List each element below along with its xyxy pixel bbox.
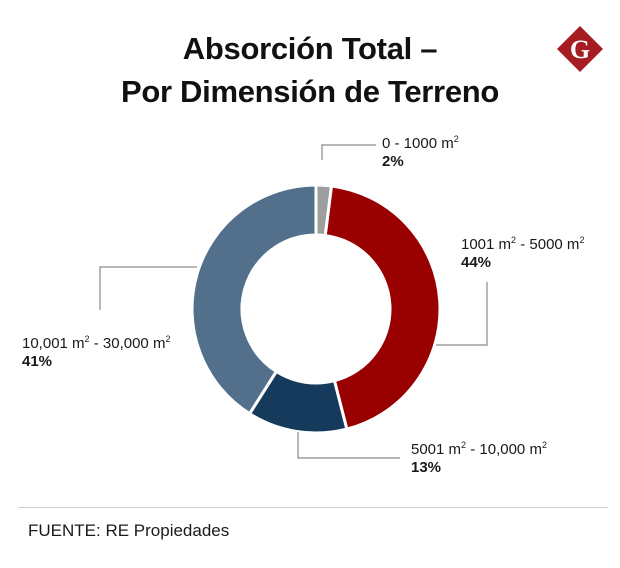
superscript-2: 2 [165, 334, 171, 344]
slice-label-0-1000: 0 - 1000 m2 2% [382, 135, 459, 171]
logo-letter: G [570, 35, 590, 64]
source-note: FUENTE: RE Propiedades [28, 521, 230, 540]
slice-percent-10001-30000: 41% [22, 353, 53, 370]
slice-label-1001-5000: 1001 m2 - 5000 m2 44% [461, 236, 584, 272]
superscript-2: 2 [461, 440, 467, 450]
logo-diamond [557, 26, 603, 72]
chart-title-line-2: Por Dimensión de Terreno [120, 74, 500, 109]
slice-range-5001-10000-b: - 10,000 m [466, 441, 542, 458]
g-logo-icon: G [557, 26, 603, 72]
leader-line-10001-30000 [99, 266, 197, 310]
slice-label-5001-10000: 5001 m2 - 10,000 m2 13% [411, 441, 547, 477]
slice-range-1001-5000-a: 1001 m [461, 236, 512, 253]
slice-label-10001-30000: 10,001 m2 - 30,000 m2 41% [22, 335, 170, 371]
leader-line-5001-10000 [297, 432, 400, 459]
slice-percent-5001-10000: 13% [411, 459, 442, 476]
slice-range-0-1000: 0 - 1000 m [382, 135, 454, 152]
superscript-2: 2 [511, 235, 517, 245]
donut-slice-1 [323, 184, 442, 431]
slice-percent-1001-5000: 44% [461, 254, 492, 271]
donut-chart [99, 144, 488, 459]
superscript-2: 2 [84, 334, 90, 344]
donut-slices [190, 183, 442, 435]
slice-range-5001-10000-a: 5001 m [411, 441, 462, 458]
donut-slice-3 [190, 183, 318, 416]
superscript-2: 2 [453, 134, 459, 144]
superscript-2: 2 [579, 235, 585, 245]
leader-line-1001-5000 [436, 282, 488, 346]
slice-range-10001-30000-b: - 30,000 m [89, 335, 166, 352]
slice-range-1001-5000-b: - 5000 m [516, 236, 580, 253]
leader-line-0-1000 [321, 144, 376, 160]
leader-lines [99, 144, 488, 459]
slice-range-10001-30000-a: 10,001 m [22, 335, 85, 352]
chart-title-line-1: Absorción Total – [182, 31, 438, 66]
superscript-2: 2 [541, 440, 547, 450]
slice-percent-0-1000: 2% [382, 153, 404, 170]
footer-divider [18, 507, 608, 508]
